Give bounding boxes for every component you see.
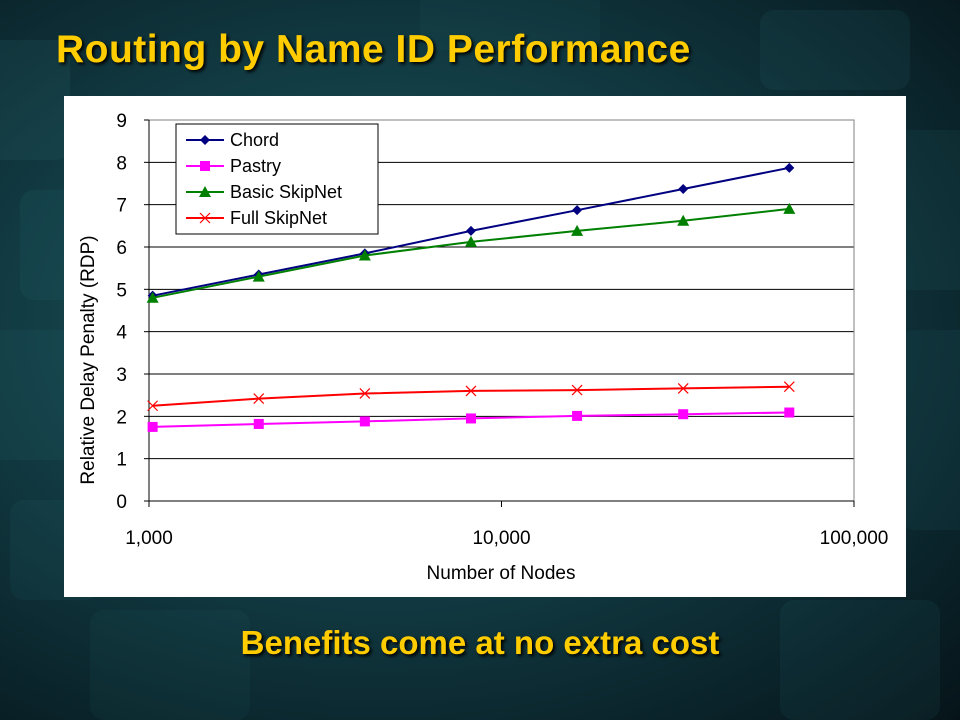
legend-marker [200, 135, 210, 145]
legend-label: Full SkipNet [230, 208, 327, 228]
y-tick-label: 3 [116, 365, 127, 386]
y-tick-label: 7 [116, 196, 127, 217]
legend-item-full-skipnet: Full SkipNet [186, 208, 327, 228]
data-point-full-skipnet [677, 382, 689, 394]
series-line-full-skipnet [152, 385, 790, 407]
data-point-basic-skipnet [677, 214, 690, 226]
data-point-chord [678, 184, 689, 195]
data-point-basic-skipnet [464, 235, 477, 247]
data-point-basic-skipnet [146, 291, 159, 303]
x-axis-label: Number of Nodes [427, 563, 576, 584]
data-point-full-skipnet [147, 400, 159, 412]
data-point-full-skipnet [571, 384, 583, 396]
data-point-basic-skipnet [252, 270, 265, 282]
legend-marker [199, 186, 211, 197]
x-tick-label: 10,000 [472, 528, 530, 549]
data-point-basic-skipnet [571, 224, 584, 236]
x-tick-label: 100,000 [820, 528, 889, 549]
legend-item-pastry: Pastry [186, 156, 281, 176]
data-point-pastry [678, 409, 689, 420]
series-full-skipnet [147, 381, 795, 412]
chart-legend: Chord Pastry Basic SkipNet Full SkipNet [175, 123, 379, 235]
series-basic-skipnet [146, 202, 796, 303]
data-point-pastry [359, 416, 370, 427]
legend-marker [199, 212, 211, 224]
data-point-full-skipnet [465, 385, 477, 397]
data-point-pastry [784, 407, 795, 418]
y-tick-label: 6 [116, 238, 127, 259]
y-tick-label: 5 [116, 280, 127, 301]
legend-label: Pastry [230, 156, 281, 176]
data-point-chord [572, 205, 583, 216]
x-axis-ticks: 1,000 10,000 100,000 [125, 501, 888, 549]
data-point-pastry [147, 421, 158, 432]
data-point-full-skipnet [783, 381, 795, 393]
y-tick-label: 1 [116, 450, 127, 471]
data-point-chord [784, 162, 795, 173]
data-point-pastry [465, 413, 476, 424]
y-axis-ticks: 0 1 2 3 4 5 6 7 8 9 [116, 111, 854, 513]
y-tick-label: 2 [116, 407, 127, 428]
data-point-basic-skipnet [358, 249, 371, 261]
slide-subtitle: Benefits come at no extra cost [240, 624, 720, 661]
legend-item-basic-skipnet: Basic SkipNet [186, 182, 342, 202]
data-point-basic-skipnet [783, 202, 796, 214]
line-chart: 0 1 2 3 4 5 6 7 8 9 1,000 10,000 100,000 Relative D… [78, 111, 888, 584]
data-point-full-skipnet [253, 393, 265, 404]
slide-title: Routing by Name ID Performance [56, 28, 691, 71]
y-tick-label: 9 [116, 111, 127, 132]
y-tick-label: 8 [116, 153, 127, 174]
data-point-pastry [572, 410, 583, 421]
y-axis-label: Relative Delay Penalty (RDP) [78, 235, 99, 484]
y-tick-label: 0 [116, 492, 127, 513]
chart-series [146, 162, 796, 432]
series-pastry [147, 407, 795, 432]
legend-label: Basic SkipNet [230, 182, 342, 202]
legend-item-chord: Chord [186, 130, 279, 150]
data-point-chord [465, 225, 476, 236]
data-point-pastry [253, 418, 264, 429]
data-point-full-skipnet [359, 388, 371, 399]
chart-panel: 0 1 2 3 4 5 6 7 8 9 1,000 10,000 100,000 Relative D… [64, 96, 906, 597]
x-tick-label: 1,000 [125, 528, 173, 549]
legend-label: Chord [230, 130, 279, 150]
legend-marker [200, 161, 210, 171]
y-tick-label: 4 [116, 323, 127, 344]
legend-box [175, 123, 379, 235]
